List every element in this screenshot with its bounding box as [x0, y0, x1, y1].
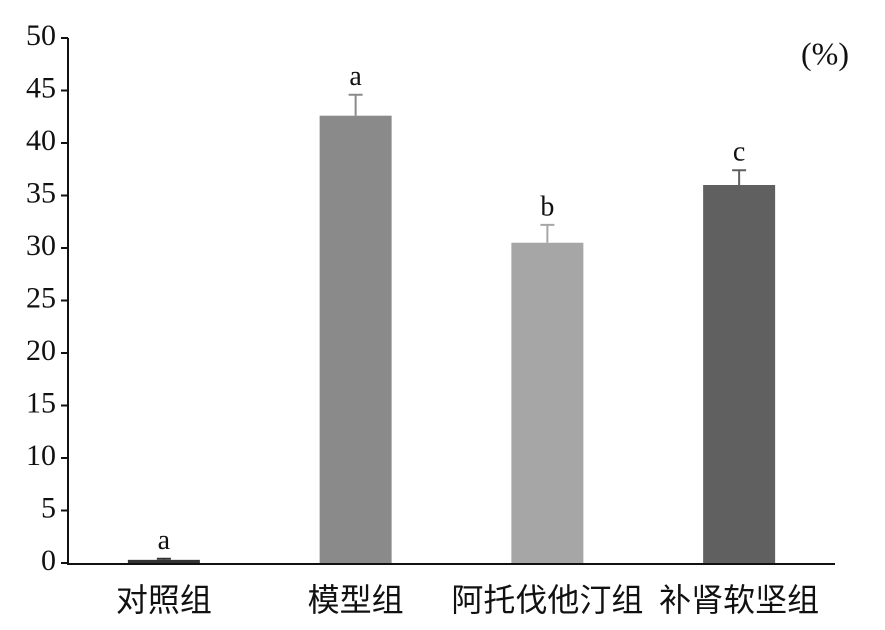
y-tick-label: 50 [26, 19, 56, 52]
significance-label: c [733, 137, 745, 168]
bar [703, 185, 776, 563]
y-tick-label: 35 [26, 176, 56, 209]
y-tick-label: 40 [26, 124, 56, 157]
y-tick-label: 25 [26, 281, 56, 314]
y-tick-label: 10 [26, 439, 56, 472]
bar [511, 242, 584, 563]
unit-label: (%) [801, 35, 849, 71]
significance-label: a [158, 525, 171, 556]
y-tick-label: 5 [41, 491, 56, 524]
y-tick-label: 30 [26, 229, 56, 262]
error-bar [732, 169, 747, 185]
y-tick-label: 0 [41, 544, 56, 577]
significance-label: b [540, 191, 554, 222]
significance-label: a [349, 61, 362, 92]
y-tick-label: 15 [26, 386, 56, 419]
y-tick-label: 20 [26, 334, 56, 367]
x-tick-label: 补肾软坚组 [659, 581, 819, 619]
x-tick-label: 模型组 [308, 581, 404, 619]
y-tick-label: 45 [26, 71, 56, 104]
error-bar [156, 557, 171, 560]
bar [127, 559, 200, 563]
x-tick-label: 阿托伐他汀组 [451, 581, 643, 619]
error-bar [540, 223, 555, 243]
bar [319, 115, 392, 563]
x-tick-label: 对照组 [116, 581, 212, 619]
error-bar [348, 93, 363, 116]
